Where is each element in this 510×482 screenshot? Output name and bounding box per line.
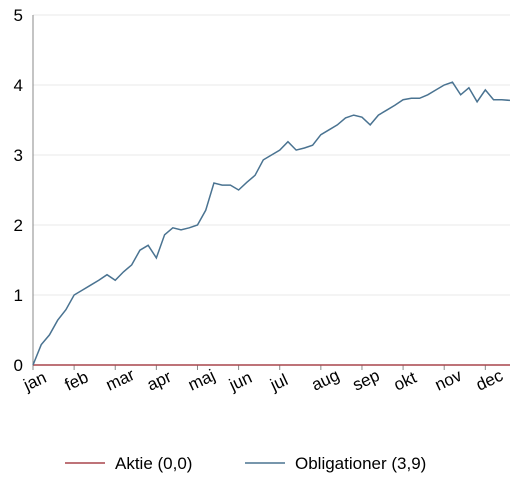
legend-label: Obligationer (3,9) <box>295 454 426 473</box>
y-tick-label: 4 <box>14 76 23 95</box>
series-line <box>32 81 510 366</box>
x-tick-label: apr <box>144 367 175 395</box>
x-tick-label: maj <box>185 366 218 395</box>
x-tick-label: nov <box>432 366 465 395</box>
y-tick-label: 1 <box>14 286 23 305</box>
y-tick-label: 0 <box>14 356 23 375</box>
x-tick-label: jun <box>225 368 254 395</box>
x-tick-label: feb <box>62 367 91 394</box>
x-tick-label: aug <box>309 365 343 394</box>
legend-label: Aktie (0,0) <box>115 454 192 473</box>
y-tick-label: 3 <box>14 146 23 165</box>
x-tick-label: jan <box>20 368 49 395</box>
x-tick-label: dec <box>473 366 506 395</box>
x-tick-label: okt <box>391 368 420 395</box>
x-tick-label: sep <box>350 366 383 395</box>
x-tick-label: mar <box>103 365 138 395</box>
x-tick-label: jul <box>266 370 290 395</box>
y-tick-label: 2 <box>14 216 23 235</box>
y-tick-label: 5 <box>14 6 23 25</box>
